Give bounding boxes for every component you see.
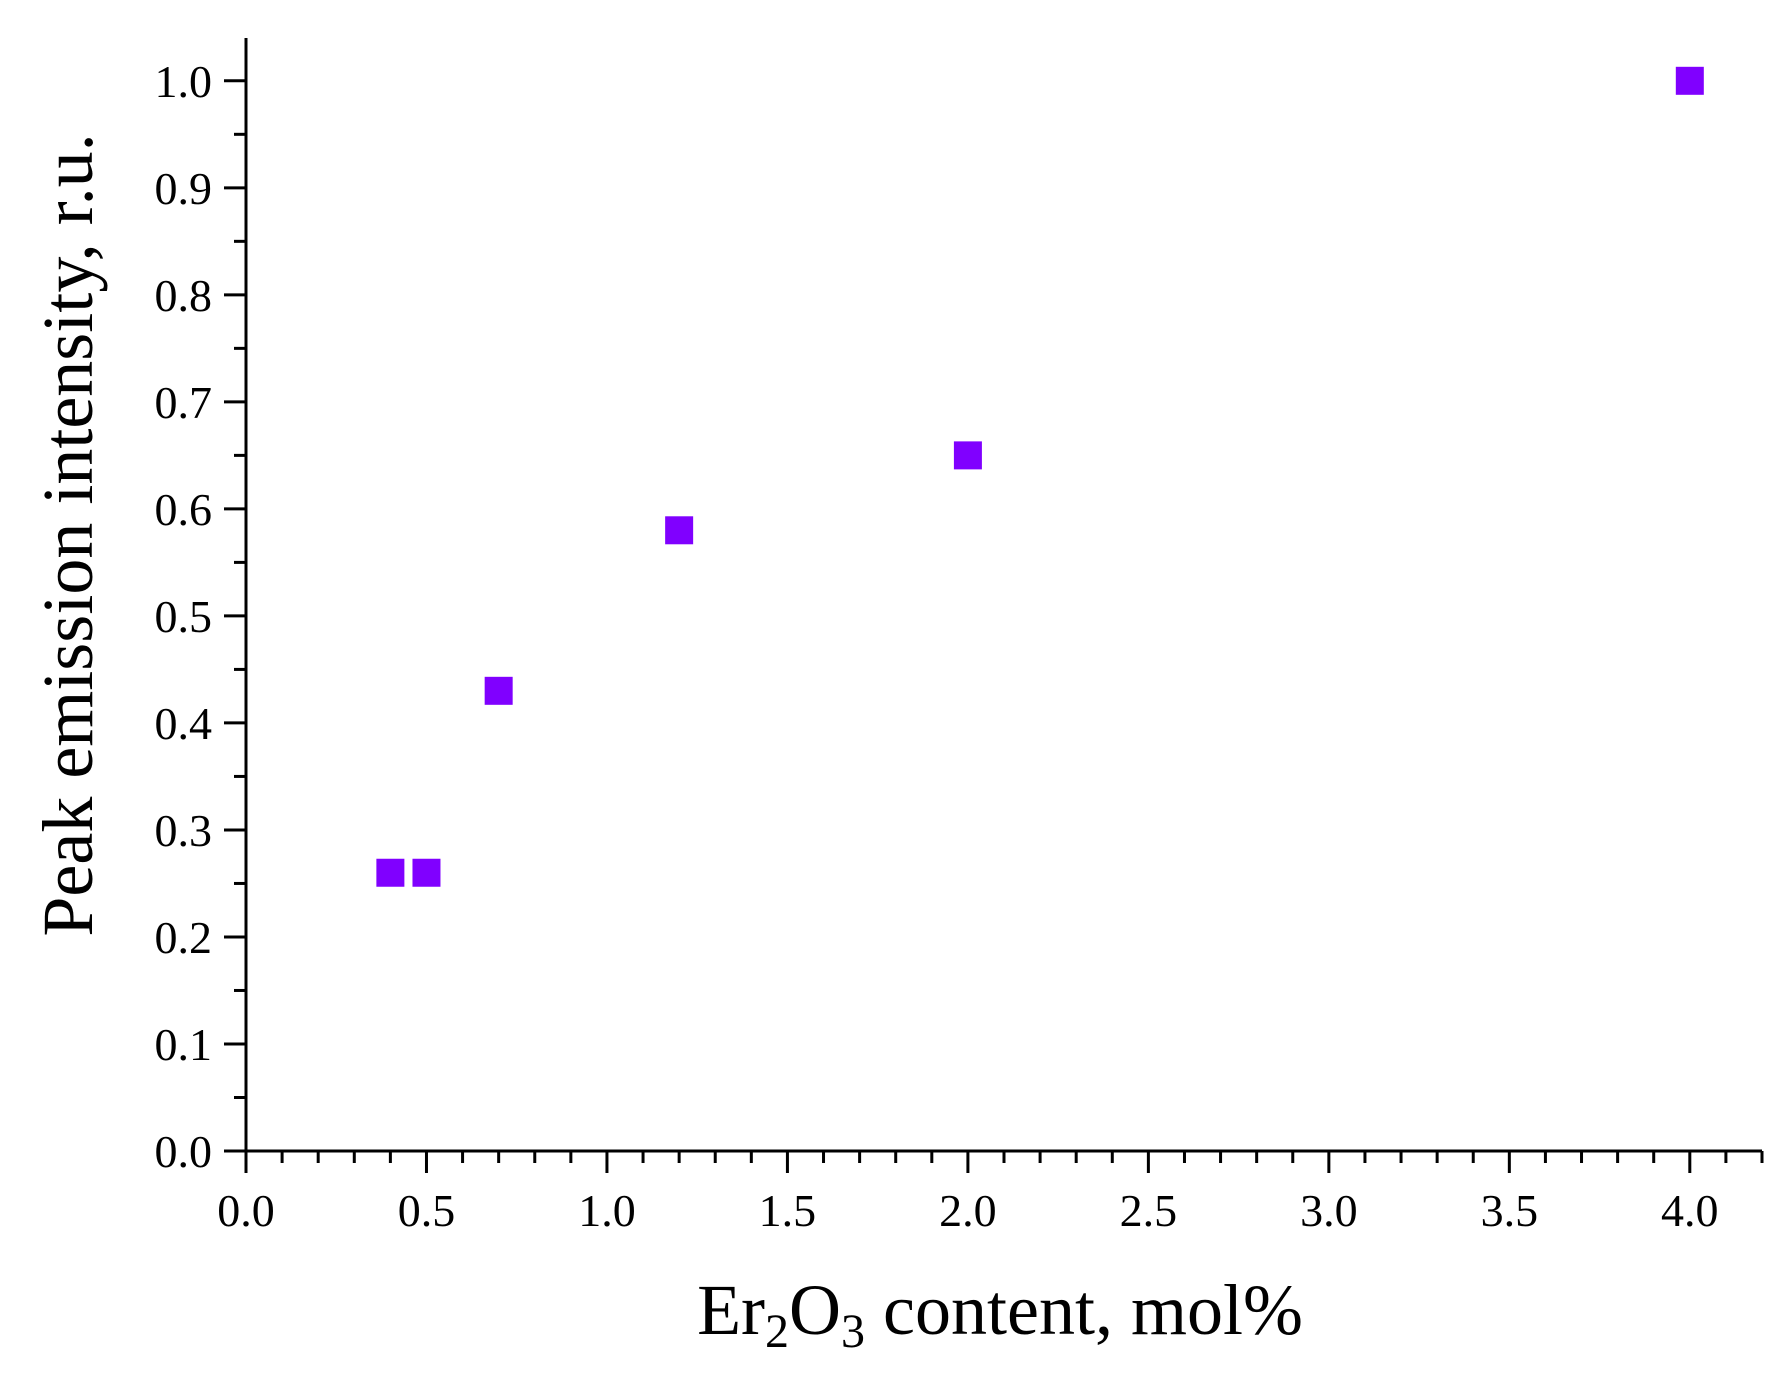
x-tick-label: 2.0 [939,1185,997,1236]
y-tick-label: 0.3 [155,805,213,856]
x-tick-labels: 0.0 0.5 1.0 1.5 2.0 2.5 3.0 3.5 4.0 [217,1185,1718,1236]
y-tick-label: 0.6 [155,484,213,535]
x-tick-label: 3.5 [1481,1185,1539,1236]
y-tick-label: 0.9 [155,163,213,214]
y-tick-labels: 0.0 0.1 0.2 0.3 0.4 0.5 0.6 0.7 0.8 0.9 1.0 [155,56,213,1177]
axes [244,38,1762,1153]
y-axis-title: Peak emission intensity, r.u. [28,133,108,936]
x-tick-label: 3.0 [1300,1185,1358,1236]
data-point [953,441,982,470]
ticks [224,79,1764,1173]
y-tick-label: 1.0 [155,56,213,107]
y-tick-label: 0.2 [155,912,213,963]
data-point [412,858,441,887]
x-tick-label: 2.5 [1120,1185,1178,1236]
x-tick-label: 0.5 [398,1185,456,1236]
y-tick-label: 0.0 [155,1126,213,1177]
y-tick-label: 0.8 [155,270,213,321]
y-tick-label: 0.5 [155,591,213,642]
data-points [376,66,1704,887]
data-point [484,676,513,705]
data-point [665,516,694,545]
y-tick-label: 0.7 [155,377,213,428]
data-point [1675,66,1704,95]
x-tick-label: 0.0 [217,1185,275,1236]
y-tick-label: 0.1 [155,1019,213,1070]
data-point [376,858,405,887]
x-tick-label: 1.5 [759,1185,817,1236]
y-tick-label: 0.4 [155,698,213,749]
x-axis-title: Er2O3 content, mol% [697,1270,1303,1358]
x-tick-label: 1.0 [578,1185,636,1236]
x-tick-label: 4.0 [1661,1185,1719,1236]
